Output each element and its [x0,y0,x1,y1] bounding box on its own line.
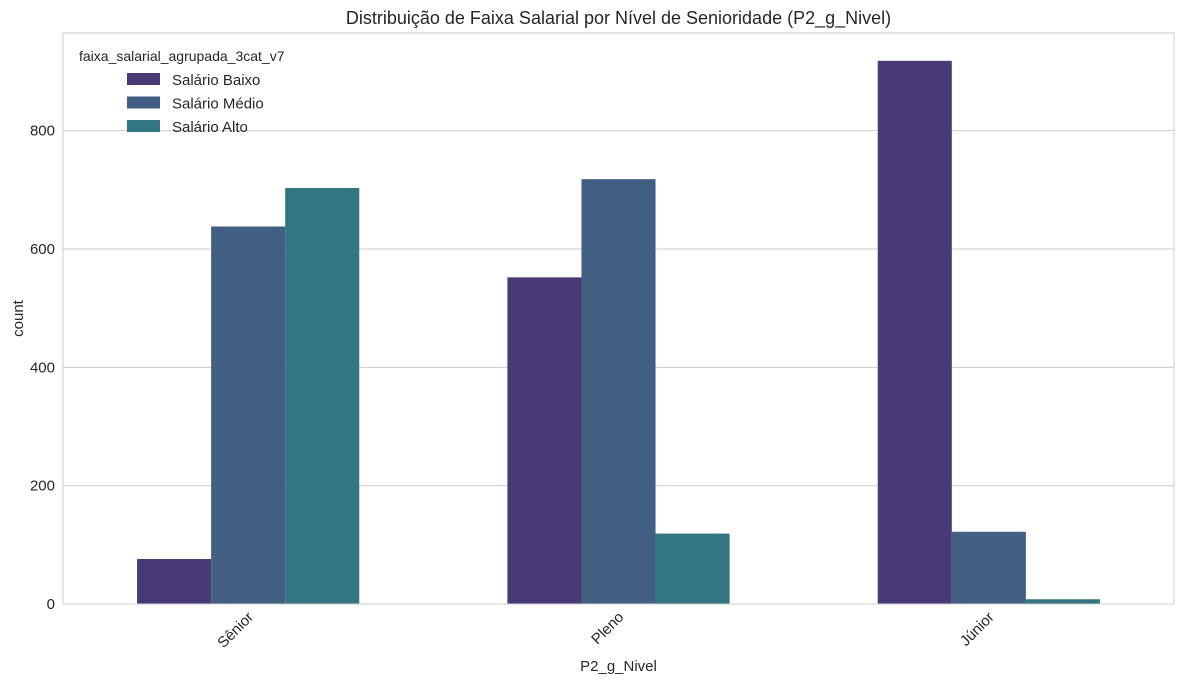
legend-swatch [127,73,160,85]
legend: faixa_salarial_agrupada_3cat_v7 Salário … [79,48,285,136]
plot-frame [62,32,1175,605]
y-tick-label: 400 [30,359,55,376]
legend-title: faixa_salarial_agrupada_3cat_v7 [79,48,285,64]
x-tick-labels: Sênior Pleno Júnior [214,609,997,652]
y-tick-label: 800 [30,123,55,140]
bar [1025,599,1100,604]
legend-label: Salário Baixo [172,72,260,89]
bar [137,559,212,604]
legend-swatch [127,120,160,132]
chart-title: Distribuição de Faixa Salarial por Nível… [346,8,891,29]
y-axis-label: count [10,299,27,337]
y-tick-label: 0 [47,596,55,613]
y-tick-labels: 0 200 400 600 800 [30,123,55,613]
x-tick-label: Sênior [214,609,257,652]
legend-swatch [127,96,160,109]
bar [285,188,360,604]
x-axis-label: P2_g_Nivel [580,658,657,675]
bars [137,60,1100,604]
legend-items: Salário Baixo Salário Médio Salário Alto [127,72,264,136]
bar [877,60,952,604]
y-tick-label: 200 [30,478,55,495]
legend-label: Salário Médio [172,96,264,113]
bar [581,179,656,604]
legend-label: Salário Alto [172,119,248,136]
bar [211,226,286,604]
x-tick-label: Pleno [588,609,627,648]
x-tick-label: Júnior [957,609,998,650]
bar [655,533,730,604]
bar [951,531,1026,604]
bar [507,277,582,604]
y-tick-label: 600 [30,241,55,258]
